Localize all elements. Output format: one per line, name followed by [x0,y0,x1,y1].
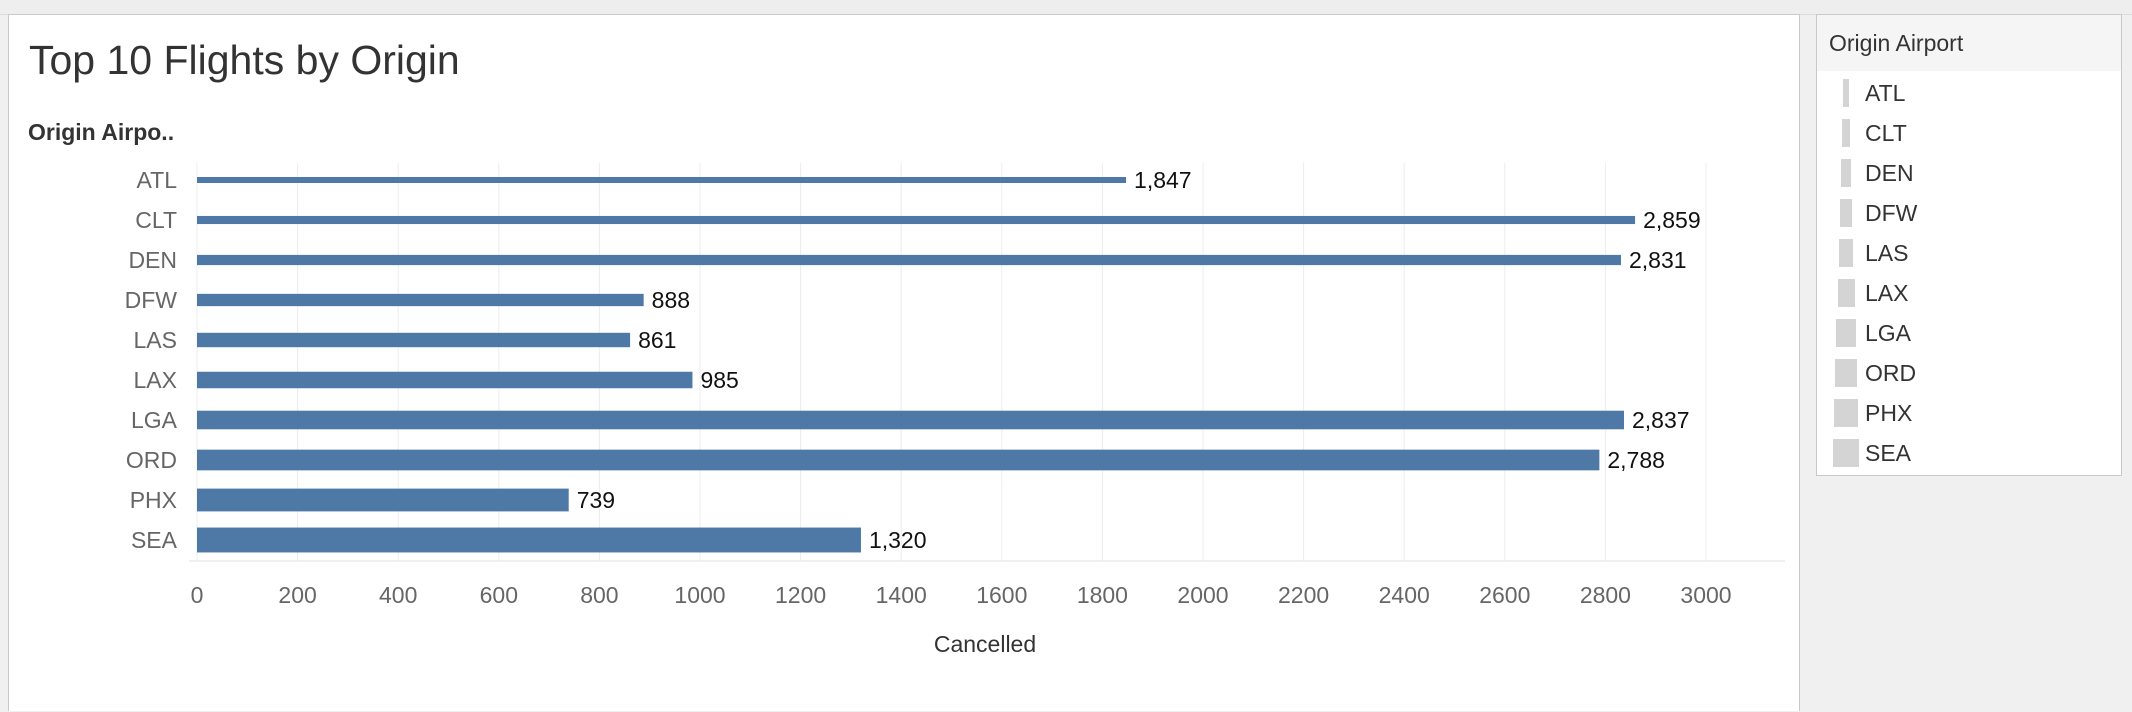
legend-label: ORD [1865,360,1917,386]
legend-item-lga[interactable]: LGA [1817,313,2121,353]
x-tick-label: 800 [580,582,618,608]
x-tick-label: 1800 [1077,582,1128,608]
legend-swatch [1839,199,1853,227]
legend-title: Origin Airport [1817,15,2121,71]
x-tick-label: 1000 [674,582,725,608]
legend-label: LAS [1865,240,1909,266]
bar-phx[interactable] [197,488,569,512]
legend-label: LGA [1865,320,1912,346]
x-tick-label: 600 [480,582,518,608]
legend-label: ATL [1865,80,1906,106]
category-label-atl: ATL [137,167,178,193]
category-label-las: LAS [134,327,177,353]
x-tick-label: 1200 [775,582,826,608]
category-label-lax: LAX [134,367,177,393]
bar-lga[interactable] [197,410,1625,430]
legend-swatch [1843,79,1849,107]
category-label-ord: ORD [126,447,177,473]
data-label-lga: 2,837 [1632,407,1690,433]
x-tick-label: 2800 [1580,582,1631,608]
legend-item-las[interactable]: LAS [1817,233,2121,273]
category-label-clt: CLT [135,207,177,233]
chart-title: Top 10 Flights by Origin [29,37,460,83]
x-tick-label: 400 [379,582,417,608]
data-label-dfw: 888 [652,287,690,313]
x-axis-title: Cancelled [934,631,1036,657]
legend-swatch [1833,439,1859,467]
y-axis-title: Origin Airpo.. [28,119,174,145]
x-tick-label: 2400 [1379,582,1430,608]
x-tick-label: 1400 [876,582,927,608]
legend-item-den[interactable]: DEN [1817,153,2121,193]
data-label-clt: 2,859 [1643,207,1701,233]
legend-item-phx[interactable]: PHX [1817,393,2121,433]
legend-swatch [1834,399,1858,427]
legend-label: CLT [1865,120,1907,146]
data-label-sea: 1,320 [869,527,927,553]
legend-swatch [1841,119,1851,147]
legend-panel: Origin Airport ATL CLT DEN DFW LAS LAX LGA ORD P… [1816,14,2122,476]
category-label-dfw: DFW [125,287,178,313]
category-label-lga: LGA [131,407,178,433]
data-label-lax: 985 [700,367,738,393]
x-tick-label: 200 [278,582,316,608]
legend-swatch [1837,279,1855,307]
legend-swatch [1838,239,1854,267]
legend-item-lax[interactable]: LAX [1817,273,2121,313]
bar-ord[interactable] [197,449,1600,471]
legend-item-dfw[interactable]: DFW [1817,193,2121,233]
bar-dfw[interactable] [197,293,644,307]
category-label-den: DEN [128,247,177,273]
x-tick-label: 0 [191,582,204,608]
x-tick-label: 2000 [1177,582,1228,608]
bar-las[interactable] [197,332,631,348]
legend-item-clt[interactable]: CLT [1817,113,2121,153]
data-label-den: 2,831 [1629,247,1687,273]
x-tick-label: 3000 [1680,582,1731,608]
legend-item-ord[interactable]: ORD [1817,353,2121,393]
legend-swatch [1835,359,1857,387]
bar-sea[interactable] [197,527,861,553]
bar-chart: Origin Airpo.. ATL 1,847 CLT 2,859 DEN 2,831 DF… [28,119,1785,657]
bar-clt[interactable] [197,215,1636,225]
legend-item-atl[interactable]: ATL [1817,73,2121,113]
x-tick-label: 1600 [976,582,1027,608]
legend-label: DFW [1865,200,1918,226]
legend-swatch [1840,159,1852,187]
x-tick-label: 2600 [1479,582,1530,608]
legend-item-sea[interactable]: SEA [1817,433,2121,473]
data-label-phx: 739 [577,487,615,513]
data-label-ord: 2,788 [1607,447,1665,473]
legend-label: PHX [1865,400,1913,426]
data-label-atl: 1,847 [1134,167,1192,193]
legend-label: LAX [1865,280,1909,306]
legend-swatch [1836,319,1856,347]
data-label-las: 861 [638,327,676,353]
legend-label: DEN [1865,160,1914,186]
bar-atl[interactable] [197,177,1127,183]
bar-lax[interactable] [197,371,693,389]
x-tick-label: 2200 [1278,582,1329,608]
top-toolbar-strip [0,0,2132,15]
legend-label: SEA [1865,440,1912,466]
bar-den[interactable] [197,254,1621,266]
chart-panel: Top 10 Flights by Origin Origin Airpo.. A… [8,14,1800,711]
category-label-sea: SEA [131,527,178,553]
category-label-phx: PHX [130,487,177,513]
